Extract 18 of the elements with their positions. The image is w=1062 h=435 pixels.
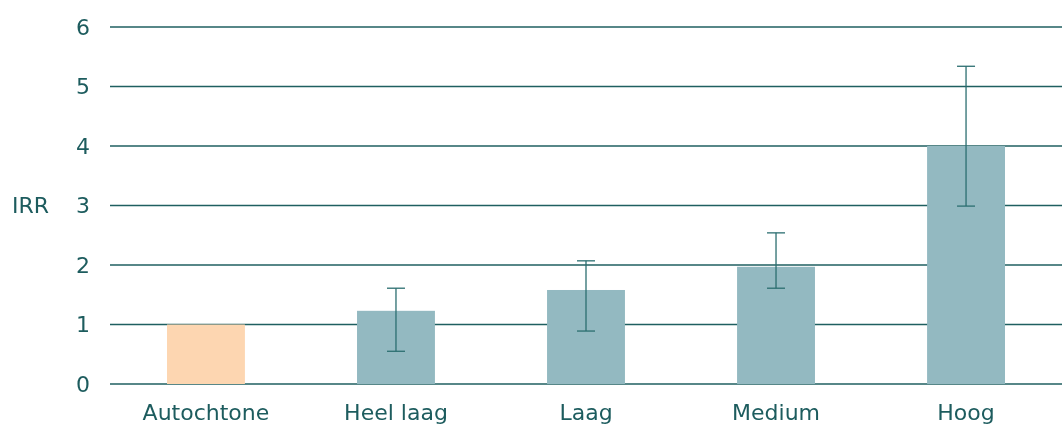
x-tick-label: Medium	[732, 400, 820, 425]
x-tick-label: Heel laag	[344, 400, 448, 425]
bar	[927, 146, 1005, 384]
x-tick-label: Hoog	[937, 400, 995, 425]
y-tick-label: 4	[76, 133, 90, 159]
bar	[737, 266, 815, 384]
x-tick-label: Laag	[559, 400, 613, 425]
y-tick-label: 2	[76, 252, 90, 278]
y-axis-title: IRR	[12, 193, 50, 218]
bar	[547, 289, 625, 384]
bar	[167, 324, 245, 384]
y-tick-label: 5	[76, 74, 90, 99]
y-tick-label: 3	[76, 193, 90, 218]
bar	[357, 310, 435, 384]
y-tick-label: 6	[76, 14, 90, 40]
x-tick-label: Autochtone	[142, 400, 270, 425]
y-tick-label: 0	[76, 371, 90, 397]
y-tick-label: 1	[76, 312, 90, 337]
